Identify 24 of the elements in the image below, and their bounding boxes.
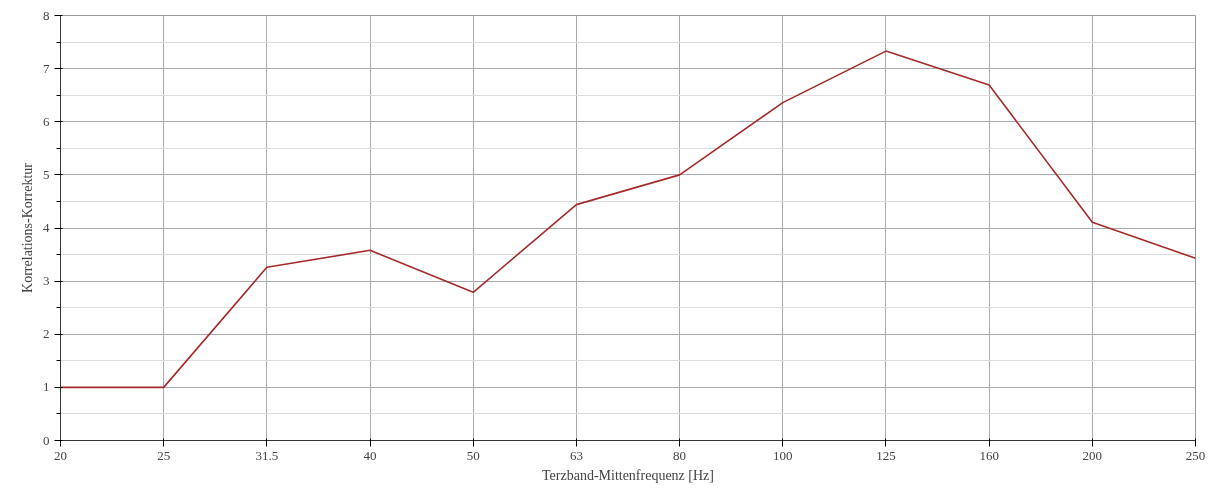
y-tick-label: 6 bbox=[43, 113, 50, 129]
x-axis-title: Terzband-Mittenfrequenz [Hz] bbox=[542, 467, 715, 483]
y-tick-label: 7 bbox=[43, 60, 50, 76]
x-tick-label: 40 bbox=[363, 447, 377, 463]
x-tick-label: 160 bbox=[979, 447, 999, 463]
y-tick-label: 4 bbox=[43, 220, 50, 235]
x-tick-label: 20 bbox=[54, 447, 67, 463]
y-tick-label: 2 bbox=[43, 326, 50, 342]
x-tick-label: 100 bbox=[773, 447, 793, 463]
y-tick-label: 5 bbox=[43, 166, 50, 182]
line-series bbox=[60, 50, 1196, 389]
x-tick-label: 80 bbox=[673, 447, 687, 463]
y-tick-label: 0 bbox=[43, 432, 50, 448]
x-tick-label: 50 bbox=[466, 447, 480, 463]
x-tick-label: 63 bbox=[569, 447, 583, 463]
x-tick-label: 200 bbox=[1082, 447, 1103, 463]
x-tick-label: 31.5 bbox=[255, 447, 279, 463]
x-tick-label: 125 bbox=[876, 447, 896, 463]
x-tick-label: 250 bbox=[1185, 447, 1206, 463]
x-tick-label: 25 bbox=[157, 447, 171, 463]
y-tick-label: 3 bbox=[43, 273, 50, 289]
y-tick-label: 8 bbox=[43, 7, 50, 23]
y-tick-label: 1 bbox=[43, 379, 50, 395]
y-axis-title: Korrelations-Korrektur bbox=[20, 162, 35, 293]
